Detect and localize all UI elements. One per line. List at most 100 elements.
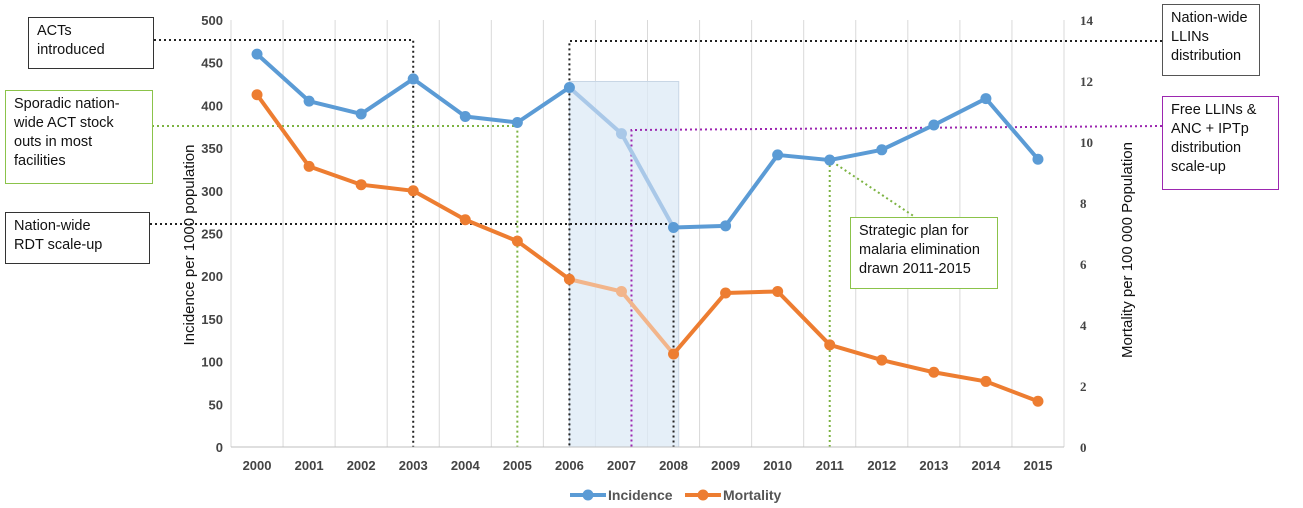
x-tick-label: 2015	[1024, 458, 1053, 473]
mortality-point-2011	[824, 339, 836, 351]
mortality-point-2005	[511, 235, 523, 247]
mortality-line-segment	[567, 277, 624, 294]
mortality-line-segment	[827, 342, 884, 363]
mortality-line-segment	[723, 289, 780, 295]
y2-tick-label: 2	[1080, 379, 1087, 394]
annotation-line: LLINs	[1171, 29, 1209, 45]
mortality-point-2015	[1032, 395, 1044, 407]
y2-tick-label: 8	[1080, 196, 1087, 211]
incidence-point-2013	[928, 119, 940, 131]
mortality-line-segment	[411, 188, 468, 222]
incidence-line-segment	[671, 223, 728, 230]
leader-free	[630, 125, 1163, 447]
incidence-line-segment	[255, 52, 312, 104]
mortality-line-segment	[307, 164, 364, 187]
incidence-line-segment	[775, 152, 832, 163]
y-tick-label: 350	[201, 141, 223, 156]
incidence-point-2004	[459, 111, 471, 123]
x-tick-label: 2006	[555, 458, 584, 473]
incidence-point-2011	[824, 154, 836, 166]
incidence-line-segment	[307, 99, 364, 116]
mortality-point-2010	[772, 285, 784, 297]
x-tick-label: 2003	[399, 458, 428, 473]
x-tick-label: 2011	[816, 458, 844, 473]
x-tick-label: 2008	[659, 458, 688, 473]
mortality-line-segment	[463, 217, 520, 244]
mortality-point-2001	[303, 160, 315, 172]
mortality-line-segment	[359, 182, 416, 193]
y-tick-label: 400	[201, 98, 223, 113]
incidence-point-2009	[720, 220, 732, 232]
series-lines	[251, 48, 1044, 407]
mortality-point-2008	[668, 348, 680, 360]
y2-tick-label: 0	[1080, 440, 1087, 455]
incidence-line-segment	[827, 147, 884, 163]
tick-labels: 0 50 100 150 200 250 300 350 400 450 500 0 2 4 6 8 10 12 1…	[201, 13, 1093, 473]
incidence-line-segment	[619, 131, 676, 230]
x-tick-label: 2002	[347, 458, 376, 473]
incidence-point-2002	[355, 108, 367, 120]
incidence-point-2007	[615, 128, 627, 140]
incidence-line-segment	[879, 123, 936, 152]
annotation-line: drawn 2011-2015	[859, 261, 971, 277]
x-tick-label: 2014	[971, 458, 1001, 473]
highlight-2006-2008	[568, 80, 680, 448]
annotation-line: ANC + IPTp	[1171, 121, 1249, 137]
y2-tick-label: 14	[1080, 13, 1094, 28]
annotation-line: wide ACT stock	[14, 115, 114, 131]
y-tick-label: 50	[209, 397, 223, 412]
mortality-line-segment	[619, 289, 676, 356]
annotation-strategic-plan: Strategic plan for malaria elimination dra…	[850, 217, 998, 289]
y-tick-label: 0	[216, 440, 223, 455]
mortality-point-2014	[980, 375, 992, 387]
incidence-point-2014	[980, 93, 992, 105]
legend-incidence-marker	[582, 489, 594, 501]
legend-mortality-marker	[697, 489, 709, 501]
leader-acts	[154, 39, 415, 447]
y-tick-label: 100	[201, 355, 223, 370]
x-tick-label: 2013	[919, 458, 948, 473]
annotation-line: Free LLINs &	[1171, 102, 1257, 118]
incidence-point-2012	[876, 144, 888, 156]
mortality-point-2009	[720, 287, 732, 299]
incidence-point-2003	[407, 73, 419, 85]
annotation-acts-introduced: ACTs introduced	[28, 17, 154, 69]
annotation-line: Nation-wide	[14, 218, 91, 234]
mortality-point-2003	[407, 185, 419, 197]
y2-tick-label: 4	[1080, 318, 1087, 333]
x-tick-label: 2005	[503, 458, 532, 473]
incidence-point-2001	[303, 95, 315, 107]
legend-mortality-label: Mortality	[723, 487, 782, 503]
leader-plan	[828, 158, 916, 447]
incidence-line-segment	[567, 85, 624, 136]
mortality-point-2004	[459, 214, 471, 226]
x-tick-label: 2001	[295, 458, 324, 473]
annotation-act-stock-outs: Sporadic nation-wide ACT stock outs in mo…	[5, 90, 153, 184]
x-tick-label: 2012	[867, 458, 896, 473]
mortality-point-2000	[251, 89, 263, 101]
x-tick-label: 2009	[711, 458, 740, 473]
x-tick-label: 2007	[607, 458, 636, 473]
y2-tick-label: 12	[1080, 74, 1093, 89]
y2-axis-label: Mortality per 100 000 Population	[1119, 142, 1136, 358]
x-tick-label: 2000	[243, 458, 272, 473]
y-tick-label: 200	[201, 269, 223, 284]
mortality-point-2012	[876, 354, 888, 366]
y-tick-label: 500	[201, 13, 223, 28]
annotation-line: RDT scale-up	[14, 237, 103, 253]
annotation-line: Nation-wide	[1171, 10, 1248, 26]
annotation-line: Strategic plan for	[859, 223, 969, 239]
y-tick-label: 150	[201, 312, 223, 327]
annotation-llins-distribution: Nation-wide LLINs distribution	[1162, 4, 1260, 76]
x-tick-label: 2004	[451, 458, 481, 473]
incidence-line-segment	[359, 76, 416, 116]
mortality-line-segment	[879, 358, 936, 375]
incidence-line-segment	[411, 76, 468, 119]
annotation-line: malaria elimination	[859, 242, 980, 258]
y-tick-label: 250	[201, 227, 223, 242]
incidence-point-2006	[563, 81, 575, 93]
incidence-line-segment	[515, 85, 572, 125]
incidence-line-segment	[983, 96, 1040, 162]
mortality-point-2006	[563, 273, 575, 285]
y2-tick-label: 6	[1080, 257, 1087, 272]
